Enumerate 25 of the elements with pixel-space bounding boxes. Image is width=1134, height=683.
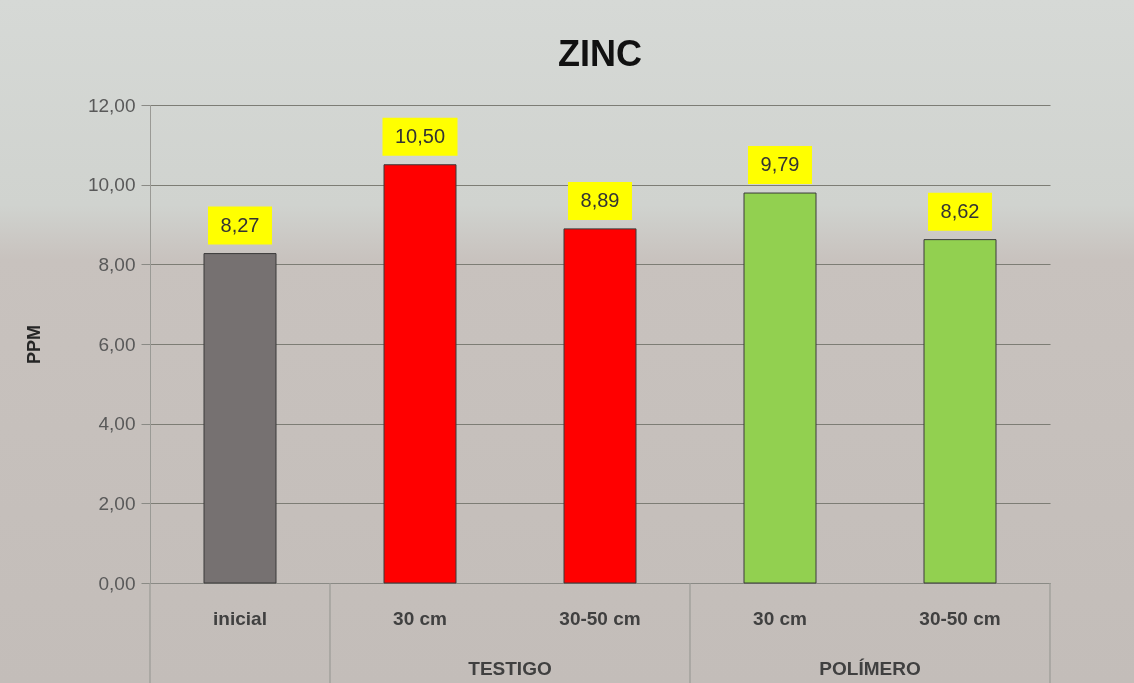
x-tick-label: 30 cm [393,607,447,629]
data-label: 8,27 [220,213,260,236]
data-label: 8,62 [940,199,980,222]
y-axis-title: PPM [23,324,44,365]
chart-title: ZINC [558,33,642,74]
x-tick-label: inicial [213,607,267,629]
bar [563,228,637,584]
bar [743,192,817,584]
data-label: 10,50 [394,124,446,147]
text: POLÍMERO [819,658,921,679]
bar [383,164,457,584]
x-tick-label: 30-50 cm [559,607,641,629]
bar [923,239,997,584]
y-tick-label: 10,00 [87,174,136,196]
y-tick-label: 4,00 [98,413,136,435]
y-tick-label: 6,00 [98,333,136,355]
data-label: 9,79 [760,153,800,176]
y-tick-label: 2,00 [98,492,136,514]
x-tick-label: 30-50 cm [919,607,1001,629]
y-tick-label: 8,00 [98,253,136,275]
text: TESTIGO [468,658,552,679]
x-tick-label: 30 cm [753,607,807,629]
data-label: 8,89 [580,188,620,211]
y-tick-label: 12,00 [87,94,136,116]
y-tick-label: 0,00 [98,572,136,594]
